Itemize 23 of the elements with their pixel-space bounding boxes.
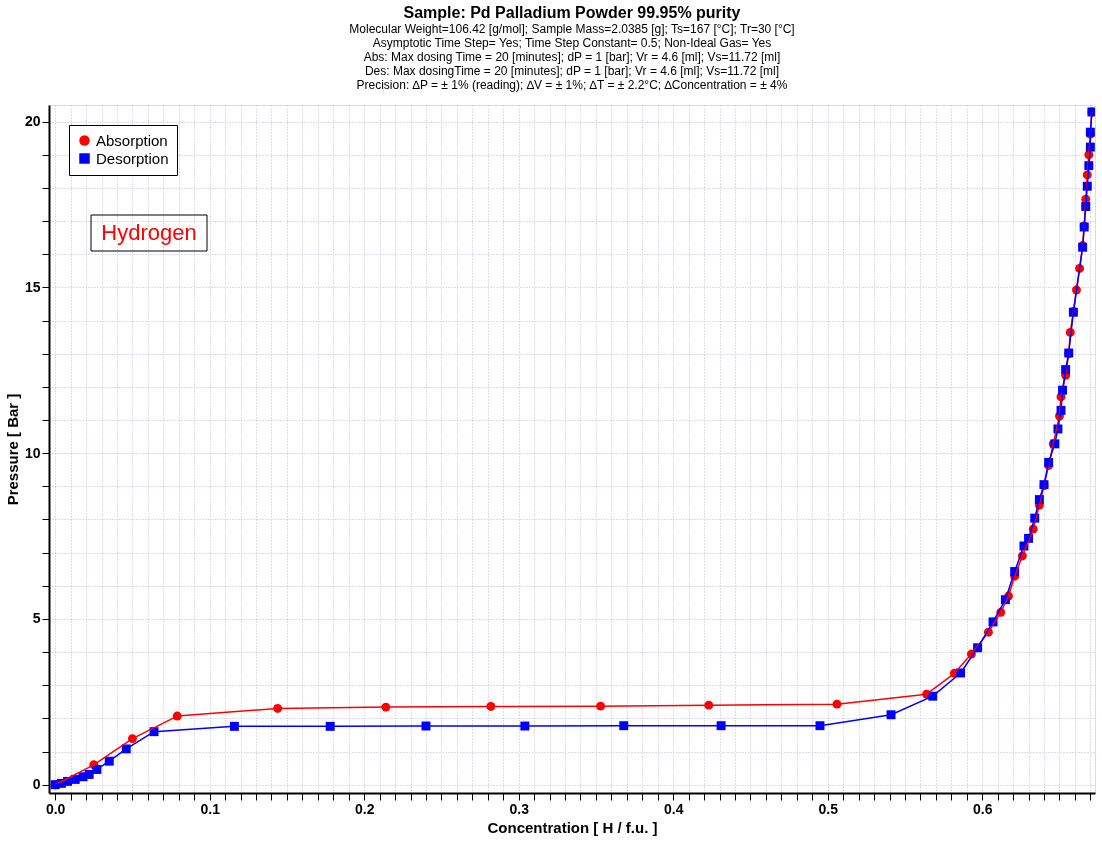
text: Des: Max dosingTime = 20 [minutes]; dP = 1 [bar]; Vr = 4.6 [ml]; Vs=11.72 [ml] — [364, 64, 780, 78]
y-tick-label: 20 — [24, 113, 41, 130]
x-tick-label: 0.1 — [200, 800, 221, 817]
x-tick-label: 0.2 — [354, 800, 375, 817]
y-tick-label: 0 — [32, 776, 41, 793]
chart-title: Sample: Pd Palladium Powder 99.95% purity — [403, 4, 741, 21]
x-tick-label: 0.0 — [45, 800, 66, 817]
y-tick-label: 5 — [32, 610, 41, 627]
x-axis-title: Concentration [ H / f.u. ] — [487, 818, 658, 836]
y-tick-label: 10 — [24, 444, 41, 461]
text: Asymptotic Time Step= Yes; Time Step Constant= 0.5; Non-Ideal Gas= Yes — [372, 36, 772, 50]
text: Abs: Max dosing Time = 20 [minutes]; dP = 1 [bar]; Vr = 4.6 [ml]; Vs=11.72 [ml] — [363, 50, 781, 64]
legend-label: Absorption — [96, 131, 168, 149]
text: Molecular Weight=106.42 [g/mol]; Sample Mass=2.0385 [g]; Ts=167 [°C]; Tr=30 [°C] — [349, 22, 795, 36]
x-tick-label: 0.3 — [509, 800, 530, 817]
x-tick-label: 0.6 — [972, 800, 993, 817]
x-tick-label: 0.4 — [663, 800, 684, 817]
y-tick-label: 15 — [24, 278, 41, 295]
text: Precision: ∆P = ± 1% (reading); ∆V = ± 1%; ∆T = ± 2.2°C; ∆Concentration = ± 4% — [356, 78, 788, 92]
legend-label: Desorption — [96, 149, 169, 167]
y-axis-title: Pressure [ Bar ] — [3, 393, 21, 506]
annotation: Hydrogen — [101, 220, 197, 245]
x-tick-label: 0.5 — [818, 800, 839, 817]
